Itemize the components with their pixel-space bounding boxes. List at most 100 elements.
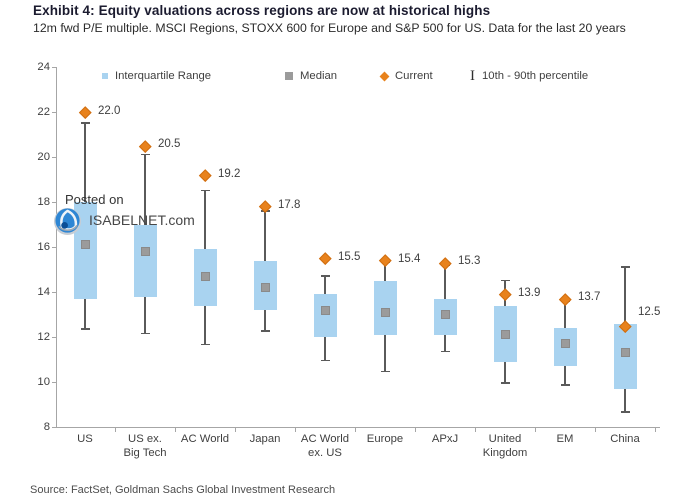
category-label: US [77, 433, 93, 445]
x-axis [56, 427, 660, 428]
legend-item-current: Current [379, 68, 433, 84]
current-value-label: 22.0 [98, 104, 121, 117]
y-axis-tick [52, 67, 56, 68]
whisker-cap-bottom [560, 384, 570, 386]
source-line: Source: FactSet, Goldman Sachs Global In… [30, 484, 336, 496]
legend-label: Median [300, 70, 338, 82]
category-label: United Kingdom [482, 433, 528, 459]
current-value-label: 13.7 [578, 291, 601, 304]
y-axis-tick-label: 16 [37, 240, 50, 253]
whisker-cap-bottom [500, 382, 510, 384]
y-axis-tick [52, 157, 56, 158]
category-label: US ex. Big Tech [123, 433, 167, 459]
y-axis-tick [52, 202, 56, 203]
current-marker [318, 252, 332, 265]
current-marker [498, 288, 512, 301]
current-value-label: 17.8 [278, 199, 301, 211]
whisker-cap-bottom [140, 332, 150, 334]
legend-label: Current [395, 70, 433, 82]
y-axis-tick-label: 14 [37, 285, 50, 298]
x-axis-tick [595, 428, 596, 432]
y-axis-tick-label: 12 [37, 330, 50, 343]
x-axis-tick [115, 428, 116, 432]
category-label: AC World [180, 433, 230, 445]
percentile-ibeam-icon: I [470, 68, 475, 84]
whisker-cap-bottom [200, 343, 210, 346]
current-marker [378, 254, 392, 267]
interquartile-box [133, 224, 157, 297]
chart-title: Exhibit 4: Equity valuations across regi… [33, 3, 491, 18]
category-label: AC World ex. US [300, 433, 350, 459]
whisker-cap-top [80, 122, 90, 124]
whisker-cap-bottom [380, 370, 390, 373]
legend-item-median: Median [285, 68, 337, 84]
category-label: EM [556, 433, 574, 445]
current-marker [198, 168, 212, 182]
whisker-cap-bottom [620, 411, 630, 413]
median-marker [200, 271, 210, 281]
median-marker [140, 247, 150, 256]
whisker-cap-bottom [80, 328, 90, 330]
median-marker [380, 307, 390, 317]
legend-item-interquartile-range: Interquartile Range [102, 68, 211, 84]
interquartile-box [313, 294, 337, 337]
median-marker [500, 330, 510, 340]
y-axis-tick [52, 247, 56, 248]
watermark-site-name: ISABELNET.com [89, 212, 195, 228]
current-value-label: 13.9 [518, 286, 541, 299]
isabelnet-logo-icon [53, 207, 82, 236]
legend-label: 10th - 90th percentile [482, 70, 589, 82]
x-axis-tick [295, 428, 296, 432]
whisker-cap-top [140, 153, 150, 156]
x-axis-tick [655, 428, 656, 432]
y-axis-tick [52, 382, 56, 383]
whisker-cap-bottom [260, 330, 270, 332]
current-value-label: 20.5 [158, 138, 181, 151]
y-axis-tick [52, 112, 56, 113]
median-swatch-icon [285, 72, 293, 80]
median-marker [320, 305, 330, 315]
y-axis [56, 67, 57, 428]
y-axis-tick [52, 292, 56, 293]
x-axis-tick [235, 428, 236, 432]
whisker-cap-top [320, 275, 330, 277]
current-value-label: 15.5 [338, 250, 361, 263]
x-axis-tick [475, 428, 476, 432]
current-marker [438, 256, 452, 269]
x-axis-tick [355, 428, 356, 432]
x-axis-tick [535, 428, 536, 432]
median-marker [440, 310, 450, 319]
median-marker [560, 339, 570, 349]
median-marker [260, 283, 270, 292]
current-marker [78, 105, 92, 119]
y-axis-tick [52, 427, 56, 428]
y-axis-tick [52, 337, 56, 338]
y-axis-tick-label: 24 [37, 60, 50, 73]
legend-label: Interquartile Range [115, 70, 212, 82]
y-axis-tick-label: 20 [37, 150, 50, 163]
y-axis-tick-label: 10 [37, 375, 50, 388]
current-marker [138, 139, 152, 152]
current-value-label: 12.5 [638, 305, 661, 318]
whisker-cap-bottom [320, 359, 330, 361]
current-value-label: 15.3 [458, 255, 481, 268]
whisker-cap-top [500, 279, 510, 282]
category-label: China [610, 433, 640, 445]
current-diamond-swatch-icon [379, 71, 390, 81]
current-marker [558, 292, 572, 305]
legend-item-percentile: I 10th - 90th percentile [470, 68, 588, 84]
current-value-label: 15.4 [398, 253, 421, 265]
whisker-cap-bottom [440, 350, 450, 352]
whisker-cap-top [620, 266, 630, 268]
y-axis-tick-label: 8 [43, 420, 50, 433]
y-axis-tick-label: 22 [37, 105, 50, 118]
median-marker [620, 348, 630, 358]
current-value-label: 19.2 [218, 167, 241, 180]
whisker-cap-top [200, 189, 210, 192]
category-label: APxJ [431, 433, 459, 445]
category-label: Japan [249, 433, 281, 445]
chart-subtitle: 12m fwd P/E multiple. MSCI Regions, STOX… [33, 21, 626, 35]
iqr-swatch-icon [102, 73, 108, 79]
median-marker [80, 240, 90, 250]
